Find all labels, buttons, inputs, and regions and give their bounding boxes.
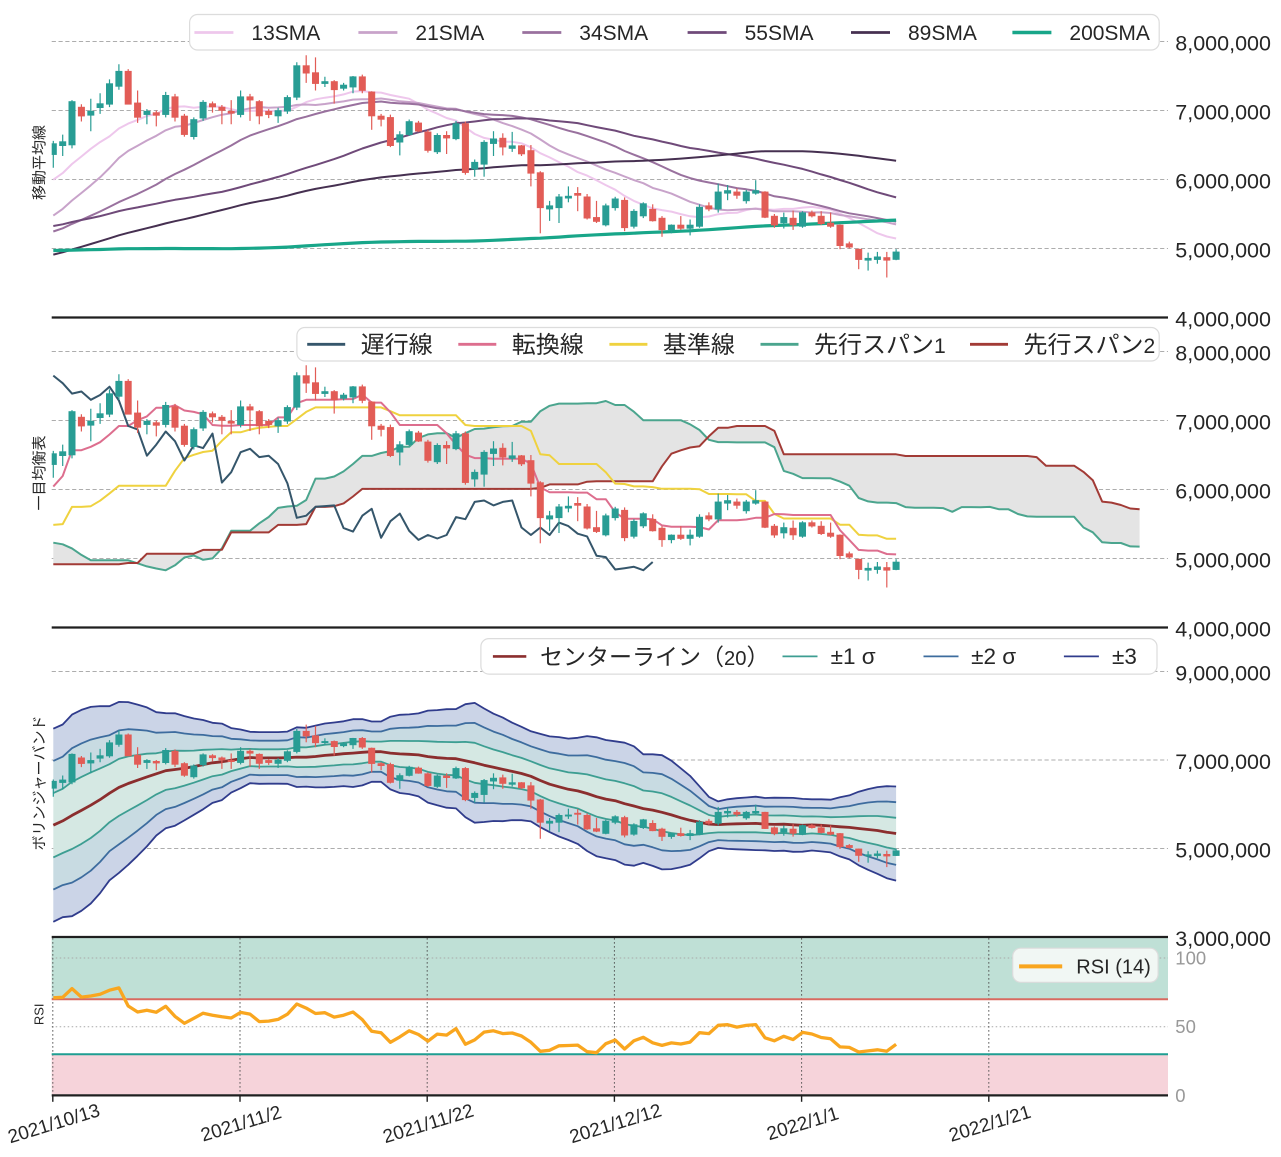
svg-text:1: 1 <box>934 335 946 358</box>
svg-text:RSI: RSI <box>32 1003 47 1025</box>
svg-text:7,000,000: 7,000,000 <box>1175 411 1271 435</box>
svg-text:4,000,000: 4,000,000 <box>1175 308 1271 332</box>
svg-text:21SMA: 21SMA <box>415 22 484 45</box>
svg-text:0: 0 <box>1175 1085 1185 1106</box>
svg-text:7,000,000: 7,000,000 <box>1175 101 1271 125</box>
svg-text:34SMA: 34SMA <box>579 22 648 45</box>
svg-text:13SMA: 13SMA <box>251 22 320 45</box>
svg-text:8,000,000: 8,000,000 <box>1175 32 1271 56</box>
svg-text:5,000,000: 5,000,000 <box>1175 549 1271 573</box>
svg-text:3,000,000: 3,000,000 <box>1175 927 1271 951</box>
svg-text:±2 σ: ±2 σ <box>971 644 1016 669</box>
svg-text:55SMA: 55SMA <box>745 22 814 45</box>
svg-text:7,000,000: 7,000,000 <box>1175 750 1271 774</box>
svg-text:6,000,000: 6,000,000 <box>1175 480 1271 504</box>
svg-text:5,000,000: 5,000,000 <box>1175 239 1271 263</box>
svg-text:200SMA: 200SMA <box>1069 22 1150 45</box>
svg-text:9,000,000: 9,000,000 <box>1175 662 1271 686</box>
svg-text:RSI (14): RSI (14) <box>1076 957 1150 979</box>
svg-text:±1 σ: ±1 σ <box>831 644 876 669</box>
svg-text:8,000,000: 8,000,000 <box>1175 342 1271 366</box>
svg-text:5,000,000: 5,000,000 <box>1175 839 1271 863</box>
svg-text:2: 2 <box>1144 335 1156 358</box>
svg-text:100: 100 <box>1175 948 1206 969</box>
svg-text:50: 50 <box>1175 1016 1196 1037</box>
svg-text:4,000,000: 4,000,000 <box>1175 618 1271 642</box>
svg-text:0: 0 <box>735 648 746 670</box>
svg-text:2: 2 <box>724 648 735 670</box>
svg-text:6,000,000: 6,000,000 <box>1175 170 1271 194</box>
svg-text:±3: ±3 <box>1112 644 1137 669</box>
svg-text:89SMA: 89SMA <box>908 22 977 45</box>
